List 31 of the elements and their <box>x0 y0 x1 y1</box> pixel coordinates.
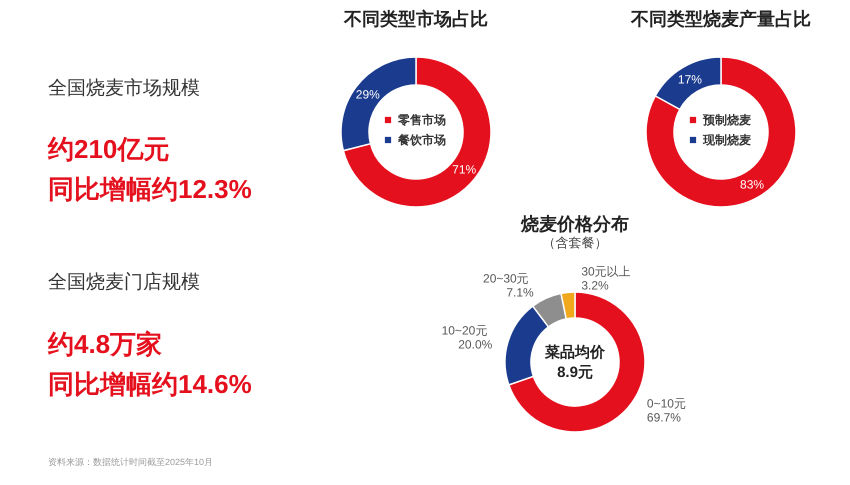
data-label: 83% <box>740 178 764 192</box>
slice-label: 20~30元 <box>483 271 529 286</box>
chart-title: 烧麦价格分布 <box>520 214 629 234</box>
text: 资料来源：数据统计时间截至2025年10月 <box>48 457 214 467</box>
slice-label: 0~10元 <box>646 396 686 411</box>
data-label: 69.7% <box>646 410 682 425</box>
chart-title: 不同类型市场占比 <box>343 9 488 29</box>
chart-title: 不同类型烧麦产量占比 <box>630 9 811 29</box>
legend-label: 现制烧麦 <box>702 133 751 147</box>
legend-label: 预制烧麦 <box>702 113 751 127</box>
data-label: 71% <box>452 162 477 176</box>
slice-label: 10~20元 <box>442 324 488 338</box>
chart-subtitle: （含套餐） <box>542 235 608 250</box>
data-label: 20.0% <box>458 338 493 352</box>
donut-slice <box>645 56 797 208</box>
data-label: 29% <box>356 88 380 102</box>
text: 8.9元 <box>557 364 593 381</box>
slice-label: 30元以上 <box>581 264 631 278</box>
text: 菜品均价 <box>544 344 606 361</box>
legend-label: 餐饮市场 <box>397 133 446 147</box>
data-label: 3.2% <box>581 278 610 292</box>
data-label: 7.1% <box>506 285 534 300</box>
text: 约4.8万家 <box>47 329 162 359</box>
donut-slice <box>342 56 492 208</box>
data-label: 17% <box>678 72 702 86</box>
text: 全国烧麦门店规模 <box>48 271 200 293</box>
legend-label: 零售市场 <box>397 113 446 127</box>
text: 约210亿元 <box>47 134 170 164</box>
text: 同比增幅约12.3% <box>48 174 252 204</box>
text: 全国烧麦市场规模 <box>48 77 200 99</box>
text: 同比增幅约14.6% <box>48 369 252 399</box>
